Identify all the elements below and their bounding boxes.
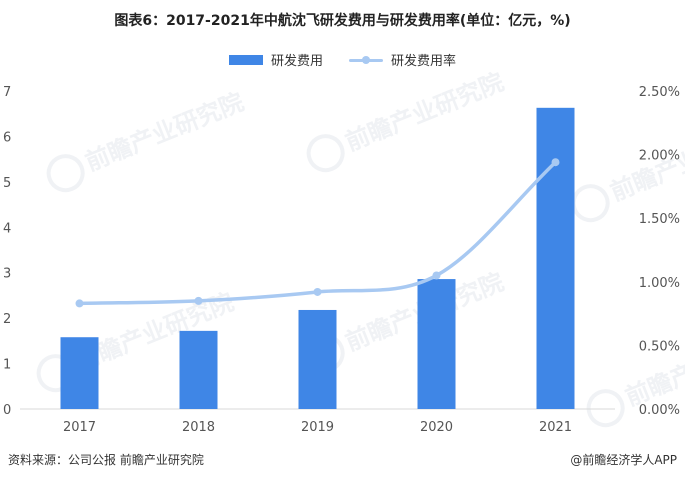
- y-right-tick-label: 1.50%: [639, 212, 680, 227]
- y-left-tick-label: 4: [3, 221, 11, 236]
- bar-2020: [417, 279, 456, 409]
- x-tick-label: 2020: [420, 420, 453, 435]
- rate-point-2019: [313, 287, 322, 296]
- x-tick-label: 2021: [539, 420, 572, 435]
- chart-title: 图表6：2017-2021年中航沈飞研发费用与研发费用率(单位：亿元，%): [114, 13, 571, 29]
- y-left-tick-label: 1: [3, 358, 11, 373]
- bar-2019: [298, 309, 337, 409]
- legend-item-line[interactable]: 研发费用率: [349, 50, 456, 69]
- y-left-tick-label: 2: [3, 312, 11, 327]
- bar-2017: [60, 337, 99, 409]
- y-left-tick-label: 6: [3, 130, 11, 145]
- y-left-tick-label: 3: [3, 267, 11, 282]
- y-right-tick-label: 1.00%: [639, 276, 680, 291]
- source-note: 资料来源：公司公报 前瞻产业研究院: [8, 453, 204, 467]
- y-right-tick-label: 0.50%: [639, 339, 680, 354]
- bar-2018: [179, 330, 218, 409]
- rate-line: [77, 160, 558, 306]
- legend-bar-label: 研发费用: [270, 54, 323, 69]
- legend-swatch-bar: [228, 54, 263, 65]
- x-tick-label: 2018: [182, 420, 215, 435]
- y-left-tick-label: 0: [3, 403, 11, 418]
- rate-point-2017: [75, 299, 84, 308]
- legend-item-bar[interactable]: 研发费用: [228, 50, 323, 69]
- y-left-tick-label: 7: [3, 85, 11, 100]
- legend-line-label: 研发费用率: [391, 54, 457, 69]
- legend: 研发费用 研发费用率: [0, 50, 685, 69]
- legend-swatch-line: [349, 55, 383, 65]
- rate-point-2020: [432, 271, 441, 280]
- y-right-tick-label: 2.00%: [639, 149, 680, 164]
- x-tick-label: 2017: [63, 420, 96, 435]
- y-left-tick-label: 5: [3, 176, 11, 191]
- rate-point-2021: [551, 158, 560, 167]
- y-right-tick-label: 0.00%: [639, 403, 680, 418]
- bar-2021: [536, 107, 575, 410]
- y-right-tick-label: 2.50%: [639, 85, 680, 100]
- brand-label: @前瞻经济学人APP: [570, 453, 677, 467]
- x-tick-label: 2019: [301, 420, 334, 435]
- rate-point-2018: [194, 296, 203, 305]
